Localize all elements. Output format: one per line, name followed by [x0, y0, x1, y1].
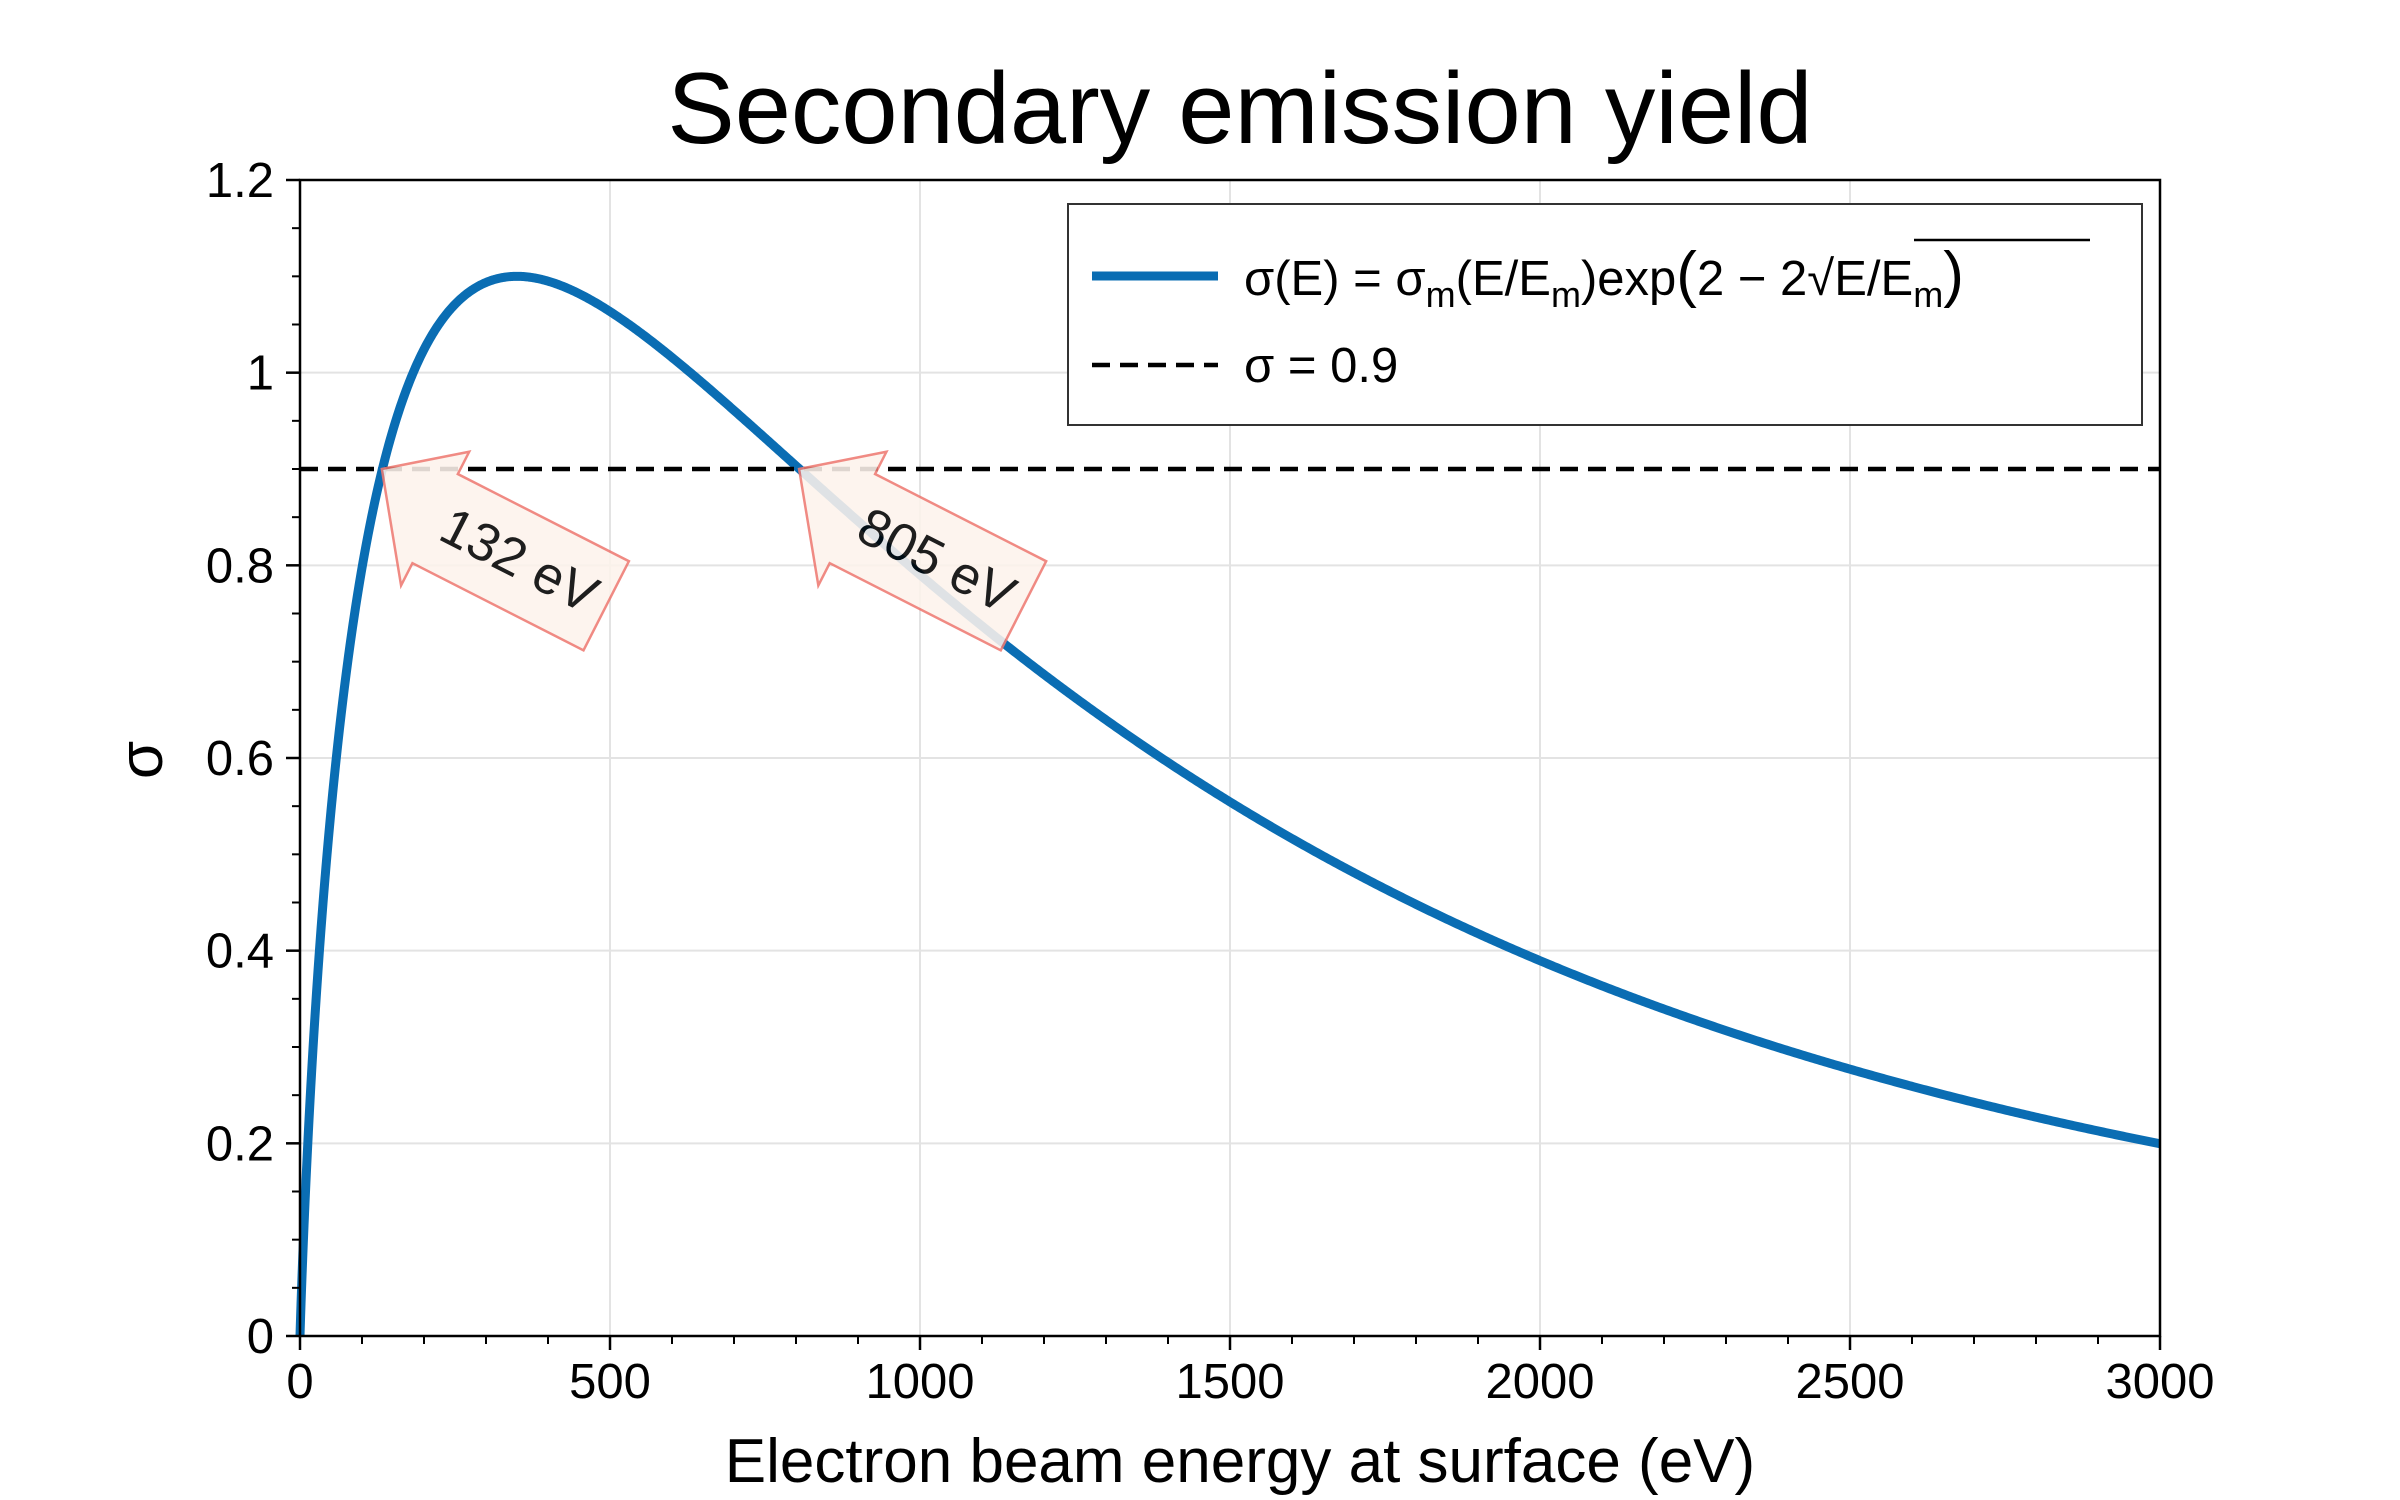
axes: 0 500 1000 1500 2000 2500 3000 0 0.2 0.4 0.6 0.8 1 1.…	[206, 154, 2215, 1409]
x-tick-label: 1000	[865, 1355, 974, 1409]
legend-label-curve-g: E/E	[1834, 252, 1913, 306]
annotations: 132 eV 805 eV	[380, 450, 1048, 652]
legend-label-curve: σ(E) = σm(E/Em)exp(2 − 2√E/Em)	[1244, 240, 1964, 315]
x-tick-label: 2500	[1795, 1355, 1904, 1409]
legend-label-curve-f: 2 − 2	[1697, 252, 1807, 306]
y-tick-label: 0.8	[206, 539, 274, 593]
y-tick-label: 1.2	[206, 154, 274, 208]
legend-label-curve-b: m	[1426, 274, 1456, 315]
legend-label-curve-e: )exp	[1581, 252, 1676, 306]
legend-frame	[1067, 203, 2143, 426]
x-tick-label: 0	[286, 1355, 313, 1409]
legend-close-paren: )	[1943, 240, 1964, 309]
annotation-arrow	[380, 450, 631, 652]
legend-label-curve-c: (E/E	[1456, 252, 1551, 306]
x-tick-label: 500	[569, 1355, 651, 1409]
legend: σ(E) = σm(E/Em)exp(2 − 2√E/Em) σ = 0.9	[1067, 203, 2143, 426]
y-tick-label: 0.4	[206, 925, 274, 979]
legend-open-paren: (	[1676, 240, 1697, 309]
x-tick-label: 2000	[1485, 1355, 1594, 1409]
x-tick-label: 1500	[1175, 1355, 1284, 1409]
x-axis-title: Electron beam energy at surface (eV)	[725, 1427, 1755, 1496]
legend-label-curve-d: m	[1551, 274, 1581, 315]
legend-label-curve-a: σ(E) = σ	[1244, 252, 1426, 306]
annotation-arrow	[797, 450, 1048, 652]
annotation-callout: 805 eV	[797, 450, 1048, 652]
legend-label-curve-h: m	[1913, 274, 1943, 315]
chart-title: Secondary emission yield	[667, 53, 1812, 165]
y-tick-label: 1	[247, 347, 274, 401]
legend-sqrt-sign: √	[1807, 252, 1834, 306]
y-tick-label: 0.2	[206, 1117, 274, 1171]
y-axis-title: σ	[107, 741, 176, 779]
x-tick-label: 3000	[2105, 1355, 2214, 1409]
legend-label-threshold: σ = 0.9	[1244, 339, 1398, 393]
y-tick-label: 0	[247, 1310, 274, 1364]
y-tick-label: 0.6	[206, 732, 274, 786]
axes-frame	[298, 178, 2162, 1338]
